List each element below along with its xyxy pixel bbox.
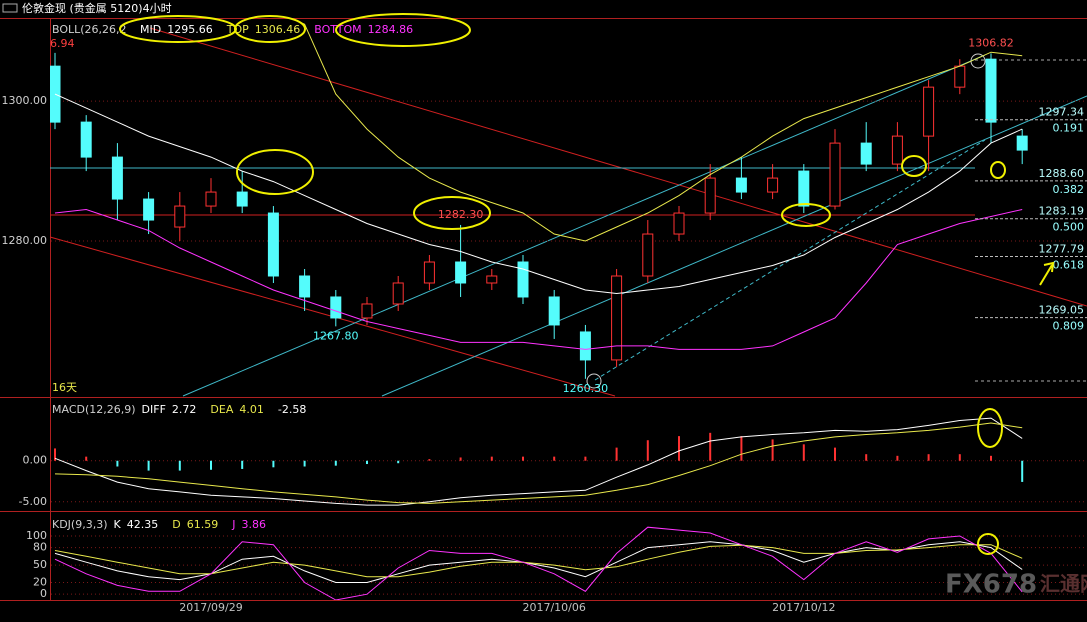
legend-name: DEA — [210, 403, 233, 416]
legend-name: MID — [140, 23, 161, 36]
candle-body — [923, 86, 935, 137]
level-ratio: 0.191 — [1053, 122, 1085, 135]
price-annotation: 1282.30 — [438, 208, 484, 221]
window-title: 伦敦金现 (贵金属 5120)4小时 — [22, 1, 172, 15]
price-annotation: 1260.30 — [563, 382, 609, 395]
legend-value: 4.01 — [239, 403, 264, 416]
window-icon[interactable] — [2, 3, 18, 13]
series-line — [54, 208, 1023, 350]
legend-value: 3.86 — [241, 518, 266, 531]
legend-value: 1295.66 — [167, 23, 213, 36]
candle-body — [767, 177, 779, 193]
candle-body — [548, 296, 560, 326]
candle-body — [1016, 135, 1028, 151]
period-label: 16天 — [52, 381, 77, 394]
candle-body — [985, 58, 997, 123]
candle-body — [143, 198, 155, 221]
candle-body — [954, 65, 966, 88]
x-tick-label: 2017/10/12 — [772, 601, 835, 614]
candle-body — [361, 303, 373, 319]
candle-body — [735, 177, 747, 193]
y-tick-label: 20 — [33, 576, 47, 589]
level-price: 1277.79 — [1039, 242, 1085, 255]
corner-label: 6.94 — [50, 37, 75, 50]
candle-body — [642, 233, 654, 277]
panel — [51, 526, 1087, 600]
series-line — [291, 19, 1023, 242]
candle-body — [330, 296, 342, 319]
candle-body — [704, 177, 716, 214]
candle-body — [611, 275, 623, 361]
watermark-brand: FX678 — [945, 570, 1037, 600]
indicator-title: MACD(12,26,9) — [52, 403, 136, 416]
indicator-title: KDJ(9,3,3) — [52, 518, 108, 531]
candle-body — [423, 261, 435, 284]
level-price: 1283.19 — [1039, 205, 1085, 218]
legend-name: D — [172, 518, 180, 531]
legend-name: J — [231, 518, 235, 531]
panel — [50, 19, 1087, 379]
x-tick-label: 2017/09/29 — [179, 601, 242, 614]
y-tick-label: 0 — [40, 587, 47, 600]
series-line — [54, 417, 1023, 506]
y-tick-label: 0.00 — [23, 454, 48, 467]
y-tick-label: 100 — [26, 529, 47, 542]
drawn-lines — [49, 27, 1087, 397]
candle-body — [829, 142, 841, 207]
candle-body — [673, 212, 685, 235]
level-ratio: 0.618 — [1053, 258, 1085, 271]
candle-body — [798, 170, 810, 207]
candle-body — [455, 261, 467, 284]
series-line — [54, 93, 1023, 295]
level-price: 1269.05 — [1039, 304, 1085, 317]
level-ratio: 0.809 — [1053, 320, 1085, 333]
candle-body — [174, 205, 186, 228]
panel — [51, 417, 1087, 506]
series-line — [54, 544, 1023, 578]
y-tick-label: 1280.00 — [2, 234, 48, 247]
legend-value: 2.72 — [172, 403, 197, 416]
candle-body — [486, 275, 498, 284]
price-annotation: 1267.80 — [313, 329, 359, 342]
candle-body — [299, 275, 311, 298]
legend-name: DIFF — [142, 403, 166, 416]
candle-body — [392, 282, 404, 305]
highlight-ellipses — [119, 13, 1055, 555]
candle-body — [111, 156, 123, 200]
candle-body — [80, 121, 92, 158]
level-ratio: 0.382 — [1053, 183, 1085, 196]
candle-body — [267, 212, 279, 277]
legend-name: TOP — [226, 23, 249, 36]
level-ratio: 0.500 — [1053, 221, 1085, 234]
watermark-name: 汇通网 — [1040, 572, 1087, 596]
price-annotation: 1306.82 — [968, 36, 1014, 49]
candle-body — [891, 135, 903, 165]
legend-name: BOTTOM — [314, 23, 361, 36]
indicator-title: BOLL(26,26,2 — [52, 23, 127, 36]
level-price: 1288.60 — [1039, 167, 1085, 180]
candle-body — [579, 331, 591, 361]
series-line — [54, 422, 1023, 504]
candle-body — [517, 261, 529, 298]
legend-value: 1306.46 — [255, 23, 301, 36]
y-tick-label: 80 — [33, 541, 47, 554]
level-price: 1297.34 — [1039, 106, 1085, 119]
y-tick-label: -5.00 — [19, 495, 47, 508]
legend-name: K — [114, 518, 122, 531]
candle-body — [236, 191, 248, 207]
candle-body — [205, 191, 217, 207]
series-line — [54, 526, 1023, 600]
y-tick-label: 50 — [33, 558, 47, 571]
legend-value: 1284.86 — [368, 23, 414, 36]
x-tick-label: 2017/10/06 — [522, 601, 585, 614]
legend-value: -2.58 — [278, 403, 306, 416]
y-tick-label: 1300.00 — [2, 94, 48, 107]
series-line — [54, 541, 1023, 583]
candle-body — [860, 142, 872, 165]
legend-value: 61.59 — [187, 518, 219, 531]
legend-value: 42.35 — [127, 518, 159, 531]
